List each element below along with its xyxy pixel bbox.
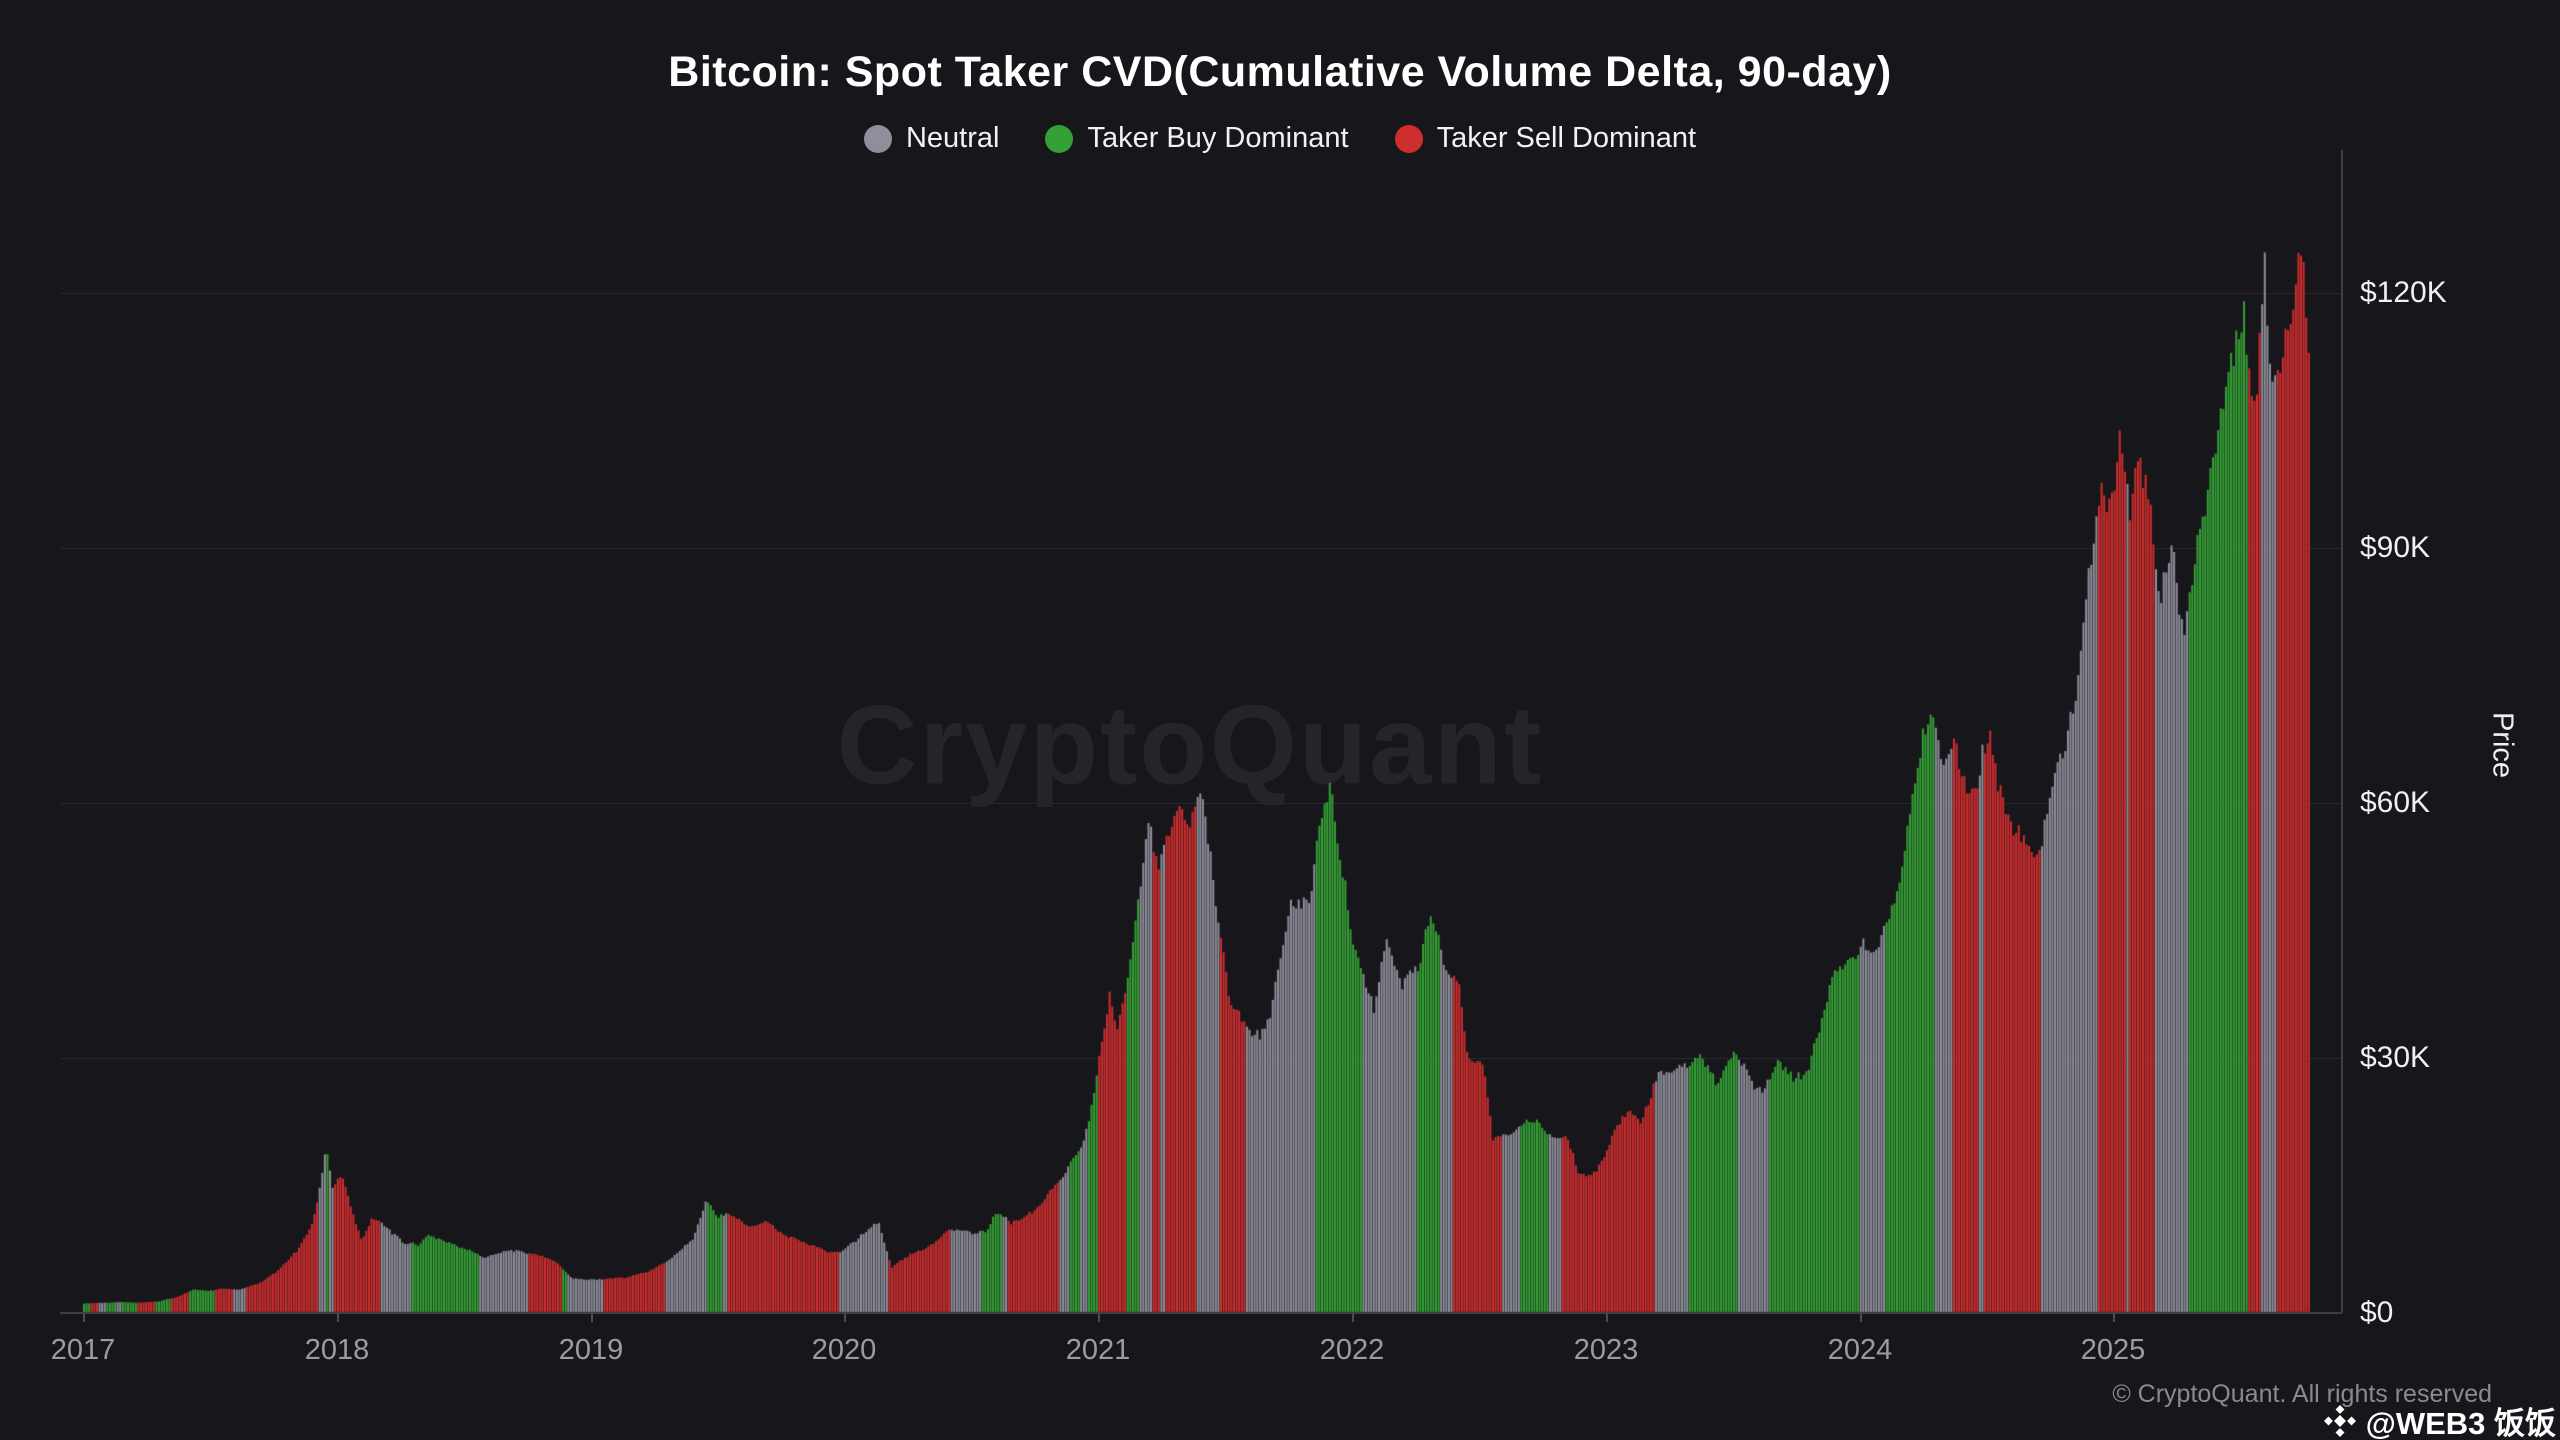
x-tick-2018	[337, 1313, 339, 1322]
x-axis-label-2021: 2021	[1065, 1334, 1131, 1366]
x-tick-2022	[1352, 1313, 1354, 1322]
web3-handle: @WEB3 饭饭	[2322, 1398, 2556, 1440]
x-tick-2019	[591, 1313, 593, 1322]
web3-diamond-icon	[2322, 1403, 2358, 1439]
y-axis-label-90k: $90K	[2360, 531, 2431, 564]
x-tick-2021	[1098, 1313, 1100, 1322]
y-axis-label-30k: $30K	[2360, 1041, 2431, 1074]
x-tick-2023	[1606, 1313, 1608, 1322]
x-axis-label-2022: 2022	[1319, 1334, 1385, 1366]
x-axis-line	[60, 1312, 2342, 1314]
x-tick-2017	[83, 1313, 85, 1322]
x-tick-2025	[2113, 1313, 2115, 1322]
y-axis-label-0: $0	[2360, 1296, 2394, 1329]
x-axis-label-2019: 2019	[558, 1334, 624, 1366]
x-tick-2024	[1860, 1313, 1862, 1322]
copyright-text: © CryptoQuant. All rights reserved	[2112, 1380, 2492, 1408]
x-axis-label-2023: 2023	[1573, 1334, 1639, 1366]
x-axis-label-2017: 2017	[50, 1334, 116, 1366]
y-axis-title: Price	[2486, 711, 2519, 779]
y-axis-label-120k: $120K	[2360, 276, 2447, 309]
y-axis-line	[2341, 150, 2343, 1313]
x-axis-label-2025: 2025	[2080, 1334, 2146, 1366]
x-tick-2020	[844, 1313, 846, 1322]
y-axis-label-60k: $60K	[2360, 786, 2431, 819]
x-axis-label-2024: 2024	[1827, 1334, 1893, 1366]
web3-handle-text: @WEB3 饭饭	[2365, 1406, 2556, 1440]
x-axis-label-2020: 2020	[811, 1334, 877, 1366]
x-axis-label-2018: 2018	[304, 1334, 370, 1366]
